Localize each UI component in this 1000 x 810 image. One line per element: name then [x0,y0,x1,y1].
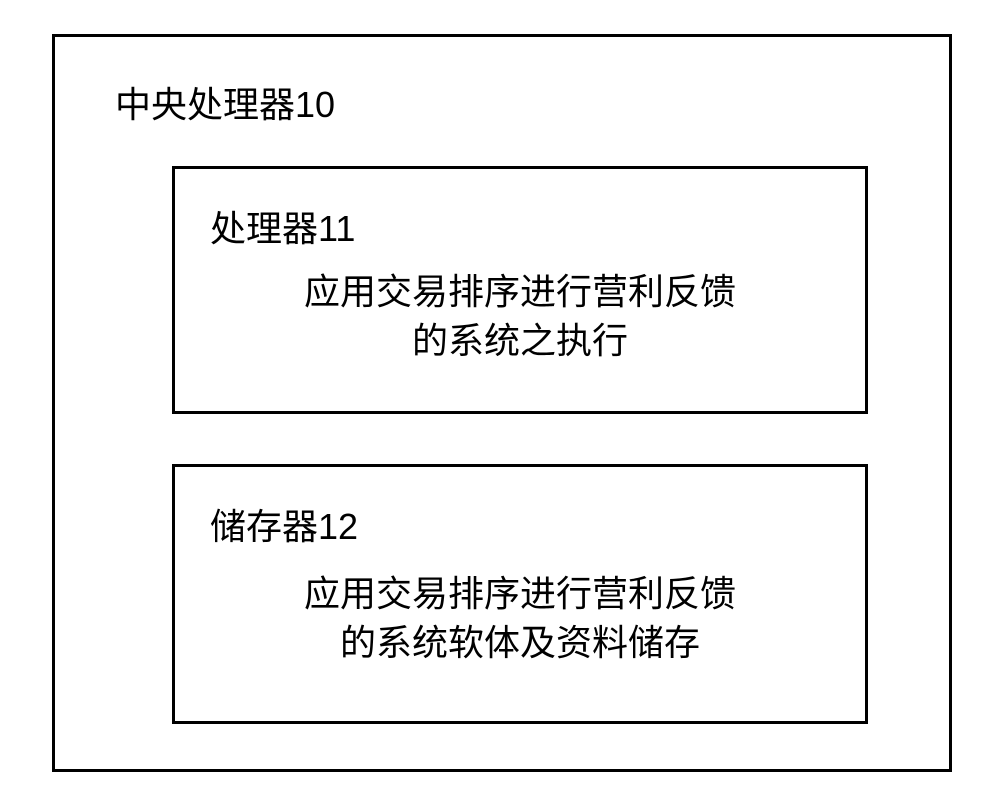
outer-box-label: 中央处理器10 [115,76,335,128]
processor-body-line1: 应用交易排序进行营利反馈 [304,271,736,312]
inner-box-storage-title: 储存器12 [210,498,358,550]
storage-body-line1: 应用交易排序进行营利反馈 [304,573,736,614]
inner-box-storage-body: 应用交易排序进行营利反馈 的系统软体及资料储存 [220,570,820,667]
storage-body-line2: 的系统软体及资料储存 [340,622,700,663]
processor-body-line2: 的系统之执行 [412,320,628,361]
inner-box-processor-title: 处理器11 [210,200,355,252]
diagram-canvas: 中央处理器10 处理器11 应用交易排序进行营利反馈 的系统之执行 储存器12 … [0,0,1000,810]
inner-box-processor-body: 应用交易排序进行营利反馈 的系统之执行 [220,268,820,365]
